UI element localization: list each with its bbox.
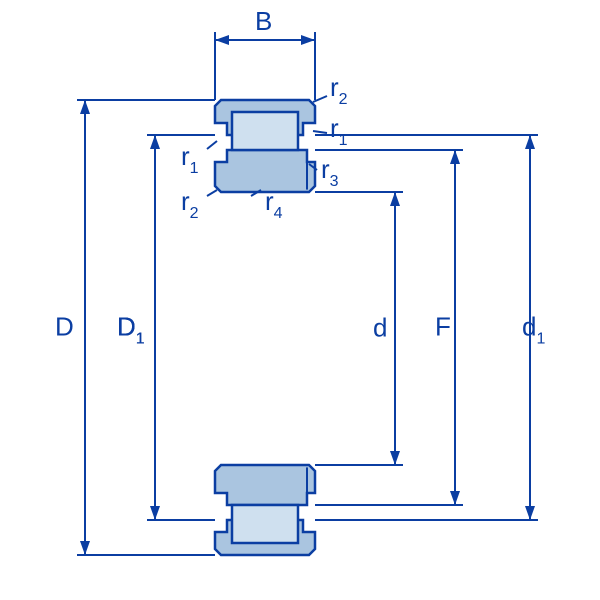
svg-text:r1: r1 <box>181 141 199 177</box>
roller <box>232 112 298 150</box>
inner-race <box>215 465 315 505</box>
label-r3: r3 <box>321 154 339 190</box>
svg-text:d: d <box>373 313 387 343</box>
svg-text:r2: r2 <box>330 72 348 108</box>
svg-text:F: F <box>435 312 451 342</box>
svg-text:D1: D1 <box>117 312 145 348</box>
svg-text:r1: r1 <box>330 113 348 149</box>
label-r2-top: r2 <box>330 72 348 108</box>
svg-text:D: D <box>55 312 74 342</box>
label-r2-left: r2 <box>181 186 199 222</box>
svg-text:r2: r2 <box>181 186 199 222</box>
svg-text:r3: r3 <box>321 154 339 190</box>
svg-text:d1: d1 <box>522 312 545 348</box>
roller <box>232 505 298 543</box>
svg-text:B: B <box>255 6 272 36</box>
label-r1-left: r1 <box>181 141 199 177</box>
label-r1-top: r1 <box>330 113 348 149</box>
